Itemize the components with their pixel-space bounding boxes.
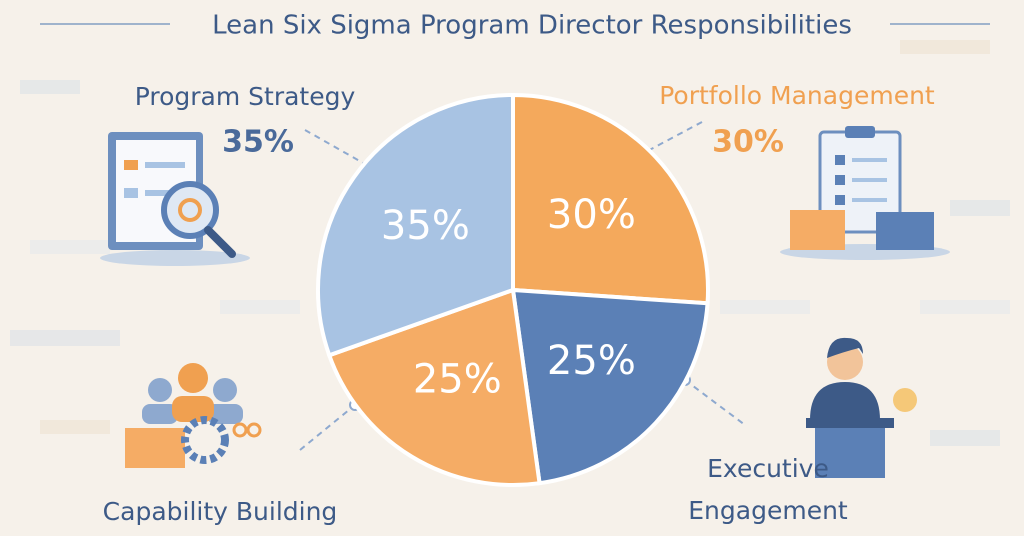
capability-icon (125, 363, 262, 468)
category-label: Executive Engagement (688, 454, 848, 525)
executive-icon (806, 337, 917, 478)
category-label: Program Strategy (135, 82, 356, 111)
pie-slice (326, 287, 542, 487)
background-texture (10, 40, 1010, 446)
strategy-icon (100, 132, 250, 266)
slice-label: 35% (381, 203, 470, 249)
category-label: Capability Building (103, 497, 338, 526)
pie-slice (316, 92, 515, 358)
category-label: Portfollo Management (659, 81, 935, 110)
slice-label: 25% (547, 338, 636, 384)
slice-label: 30% (547, 192, 636, 238)
category-value: 35% (222, 125, 294, 160)
pie-slice (510, 287, 710, 486)
slice-label: 25% (413, 357, 502, 403)
pie-slice (511, 92, 710, 306)
chart-title: Lean Six Sigma Program Director Responsi… (212, 11, 852, 41)
category-value: 30% (712, 125, 784, 160)
portfolio-icon (780, 126, 950, 260)
